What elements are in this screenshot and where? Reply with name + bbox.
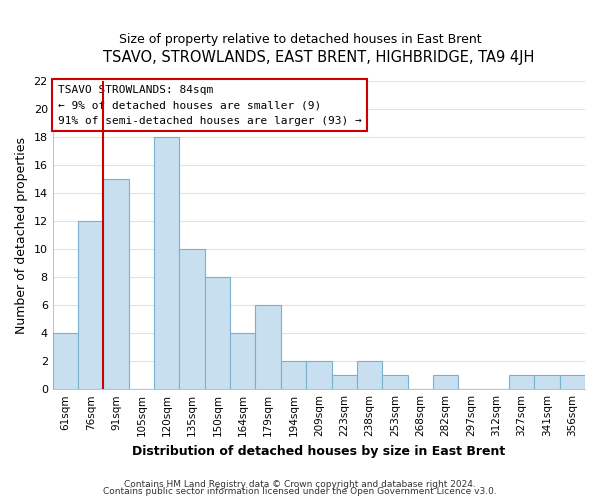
- Bar: [256, 306, 281, 389]
- Text: TSAVO STROWLANDS: 84sqm
← 9% of detached houses are smaller (9)
91% of semi-deta: TSAVO STROWLANDS: 84sqm ← 9% of detached…: [58, 84, 362, 126]
- Bar: [281, 361, 306, 389]
- Bar: [230, 333, 256, 389]
- Bar: [535, 375, 560, 389]
- Bar: [509, 375, 535, 389]
- Y-axis label: Number of detached properties: Number of detached properties: [15, 137, 28, 334]
- X-axis label: Distribution of detached houses by size in East Brent: Distribution of detached houses by size …: [132, 444, 505, 458]
- Text: Contains HM Land Registry data © Crown copyright and database right 2024.: Contains HM Land Registry data © Crown c…: [124, 480, 476, 489]
- Bar: [433, 375, 458, 389]
- Bar: [103, 180, 129, 389]
- Bar: [357, 361, 382, 389]
- Bar: [332, 375, 357, 389]
- Text: Size of property relative to detached houses in East Brent: Size of property relative to detached ho…: [119, 32, 481, 46]
- Text: Contains public sector information licensed under the Open Government Licence v3: Contains public sector information licen…: [103, 488, 497, 496]
- Bar: [560, 375, 585, 389]
- Bar: [53, 333, 78, 389]
- Bar: [306, 361, 332, 389]
- Title: TSAVO, STROWLANDS, EAST BRENT, HIGHBRIDGE, TA9 4JH: TSAVO, STROWLANDS, EAST BRENT, HIGHBRIDG…: [103, 50, 535, 65]
- Bar: [179, 250, 205, 389]
- Bar: [205, 278, 230, 389]
- Bar: [78, 222, 103, 389]
- Bar: [154, 138, 179, 389]
- Bar: [382, 375, 407, 389]
